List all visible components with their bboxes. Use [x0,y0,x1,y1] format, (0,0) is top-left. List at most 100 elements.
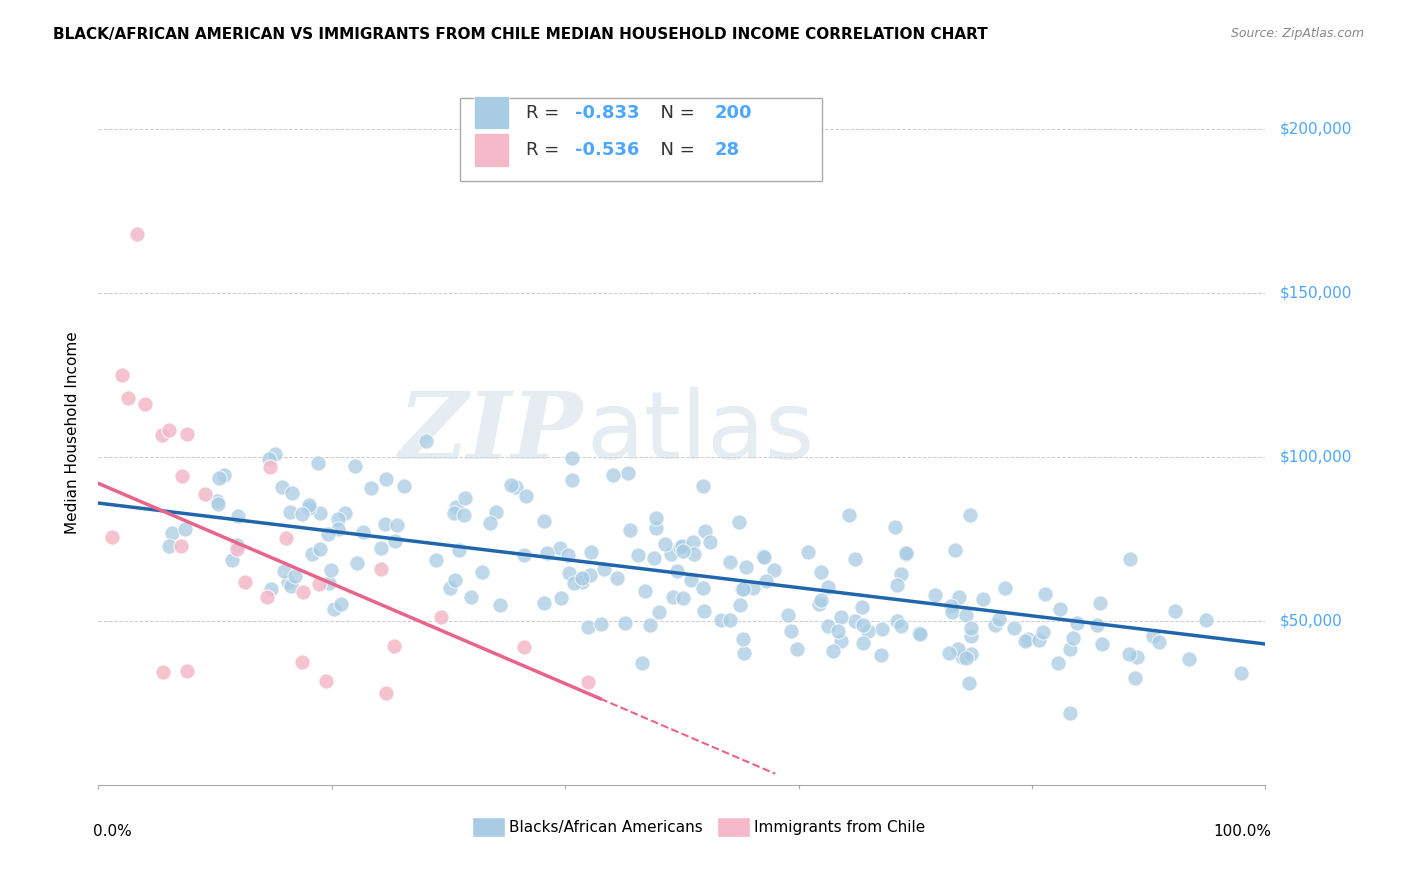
Bar [474,95,509,129]
Point [699,534,721,549]
Point [763,563,786,577]
Point [630,656,652,670]
Text: ZIP: ZIP [398,388,582,477]
Point [894,547,917,561]
Point [955,651,977,665]
Text: -0.536: -0.536 [575,141,638,159]
Point [301,547,323,561]
Point [374,516,396,531]
Text: $150,000: $150,000 [1279,285,1351,301]
Point [606,571,628,585]
Point [1047,656,1070,670]
Point [578,674,600,689]
Point [640,617,662,632]
Point [844,552,866,566]
Point [259,460,281,475]
Point [987,612,1010,626]
Text: atlas: atlas [586,386,814,479]
Point [352,525,374,540]
Point [1088,596,1111,610]
Point [1195,613,1218,627]
Point [659,547,682,561]
Point [654,536,676,550]
Point [672,591,695,605]
Point [111,368,134,383]
Point [671,539,693,553]
Point [370,541,392,555]
Point [856,624,879,638]
Text: -0.833: -0.833 [575,103,640,121]
Point [344,458,367,473]
Point [485,505,508,519]
Point [695,524,717,538]
Point [1163,604,1185,618]
Point [681,573,703,587]
Text: $50,000: $50,000 [1279,614,1343,629]
Point [780,624,803,638]
Point [1085,617,1108,632]
Point [1126,649,1149,664]
Bar [472,817,505,837]
Point [948,590,970,604]
Point [308,542,330,557]
Point [648,605,671,619]
Point [728,515,751,529]
Point [943,542,966,557]
Point [614,616,637,631]
Text: 0.0%: 0.0% [93,823,131,838]
Point [489,599,512,613]
Point [307,456,329,470]
Point [174,522,197,536]
Point [710,613,733,627]
Text: Blacks/African Americans: Blacks/African Americans [509,820,703,835]
Point [984,618,1007,632]
Point [207,497,229,511]
Point [150,427,173,442]
Point [298,500,321,515]
Point [499,478,522,492]
Point [550,591,572,605]
Point [316,527,339,541]
Point [994,581,1017,595]
Point [478,516,501,531]
Point [669,541,692,555]
Text: BLACK/AFRICAN AMERICAN VS IMMIGRANTS FROM CHILE MEDIAN HOUSEHOLD INCOME CORRELAT: BLACK/AFRICAN AMERICAN VS IMMIGRANTS FRO… [53,27,988,42]
Point [817,619,839,633]
Point [959,621,981,635]
Point [870,622,893,636]
Point [157,539,180,553]
FancyBboxPatch shape [460,98,823,181]
Point [170,468,193,483]
Point [797,545,820,559]
Point [1017,632,1039,646]
Point [315,673,337,688]
Point [941,605,963,619]
Point [852,636,875,650]
Point [627,548,650,562]
Point [176,665,198,679]
Point [233,575,256,590]
Point [720,555,742,569]
Point [778,607,800,622]
Point [562,576,585,591]
Point [733,646,755,660]
Point [360,481,382,495]
Point [443,573,465,587]
Point [576,620,599,634]
Point [896,545,918,559]
Text: $100,000: $100,000 [1279,450,1351,465]
Point [225,541,247,556]
Point [278,505,301,519]
Point [955,608,977,623]
Point [960,629,983,643]
Point [152,665,174,680]
Point [454,491,477,505]
Point [273,564,295,578]
Point [692,581,714,595]
Point [957,676,980,690]
Point [852,617,875,632]
Point [134,397,156,411]
Point [1002,621,1025,635]
Point [318,576,340,591]
Point [578,567,600,582]
